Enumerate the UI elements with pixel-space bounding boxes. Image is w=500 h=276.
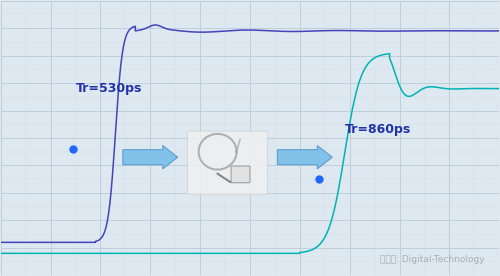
Text: Tr=860ps: Tr=860ps	[344, 123, 411, 136]
Text: Tr=530ps: Tr=530ps	[76, 82, 142, 95]
FancyArrow shape	[278, 145, 332, 169]
Text: 微信号: Digital-Technology: 微信号: Digital-Technology	[380, 255, 484, 264]
FancyBboxPatch shape	[231, 166, 250, 183]
FancyBboxPatch shape	[188, 131, 268, 194]
FancyArrow shape	[123, 145, 178, 169]
